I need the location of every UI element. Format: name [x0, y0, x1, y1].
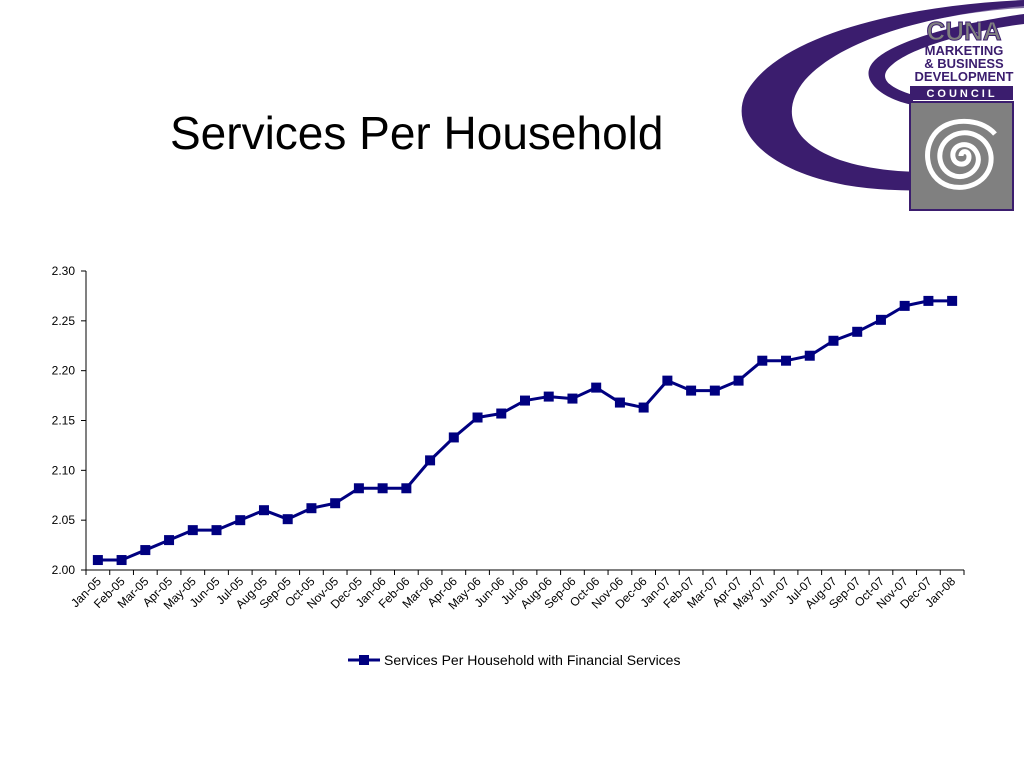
- y-tick-label: 2.15: [52, 414, 76, 428]
- data-point: [235, 515, 246, 526]
- logo-text-council: COUNCIL: [926, 88, 997, 100]
- y-axis: 2.00 2.05 2.10 2.15 2.20 2.25 2.30: [52, 264, 87, 577]
- data-point: [638, 402, 649, 413]
- logo-council-bar: [910, 86, 1013, 100]
- series-line: [97, 299, 953, 562]
- data-point: [116, 555, 127, 566]
- data-point: [591, 382, 602, 393]
- logo-text-cuna: CUNA: [926, 16, 1001, 46]
- data-point: [947, 295, 958, 306]
- plot-area: [92, 295, 958, 566]
- y-tick-label: 2.30: [52, 264, 76, 278]
- data-point: [282, 514, 293, 525]
- y-tick-label: 2.20: [52, 364, 76, 378]
- data-point: [852, 326, 863, 337]
- logo-swoosh-inner: [868, 14, 1024, 105]
- data-point: [496, 408, 507, 419]
- data-point: [567, 393, 578, 404]
- data-point: [923, 295, 934, 306]
- data-point: [686, 385, 697, 396]
- data-point: [377, 483, 388, 494]
- logo-swoosh-highlight: [798, 6, 1024, 167]
- data-point: [662, 375, 673, 386]
- data-point: [828, 335, 839, 346]
- data-point: [211, 525, 222, 536]
- data-point: [164, 535, 175, 546]
- logo-text-development: DEVELOPMENT: [915, 69, 1014, 84]
- data-point: [448, 432, 459, 443]
- logo-swoosh-outer: [741, 0, 1024, 191]
- legend-marker: [359, 655, 369, 665]
- data-point: [401, 483, 412, 494]
- data-point: [520, 395, 530, 406]
- cuna-logo: CUNA MARKETING & BUSINESS DEVELOPMENT CO…: [741, 0, 1024, 211]
- data-point: [258, 505, 269, 516]
- logo-text-business: & BUSINESS: [924, 56, 1004, 71]
- data-point: [187, 525, 198, 536]
- data-point: [306, 503, 317, 514]
- legend-label: Services Per Household with Financial Se…: [384, 652, 680, 668]
- data-point: [425, 455, 436, 466]
- logo-text-marketing: MARKETING: [925, 43, 1004, 58]
- slide-title: Services Per Household: [170, 107, 664, 159]
- data-point: [140, 545, 151, 556]
- legend: Services Per Household with Financial Se…: [348, 652, 680, 668]
- y-tick-label: 2.25: [52, 314, 76, 328]
- data-point: [709, 385, 720, 396]
- y-tick-label: 2.10: [52, 463, 76, 477]
- data-point: [733, 375, 744, 386]
- data-point: [899, 300, 910, 311]
- data-point: [614, 397, 625, 408]
- logo-spiral-icon: [925, 118, 997, 190]
- data-point: [92, 555, 103, 566]
- data-point: [757, 355, 768, 366]
- data-point: [875, 314, 886, 325]
- data-point: [804, 350, 815, 361]
- y-tick-label: 2.00: [52, 563, 76, 577]
- data-point: [472, 412, 483, 423]
- line-chart: 2.00 2.05 2.10 2.15 2.20 2.25 2.30 Jan-05Feb-0…: [52, 264, 965, 668]
- data-point: [353, 483, 364, 494]
- y-tick-label: 2.05: [52, 513, 76, 527]
- data-point: [543, 391, 554, 402]
- data-point: [330, 498, 341, 509]
- data-point: [781, 355, 792, 366]
- x-axis: Jan-05Feb-05Mar-05Apr-05May-05Jun-05Jul-…: [68, 569, 965, 612]
